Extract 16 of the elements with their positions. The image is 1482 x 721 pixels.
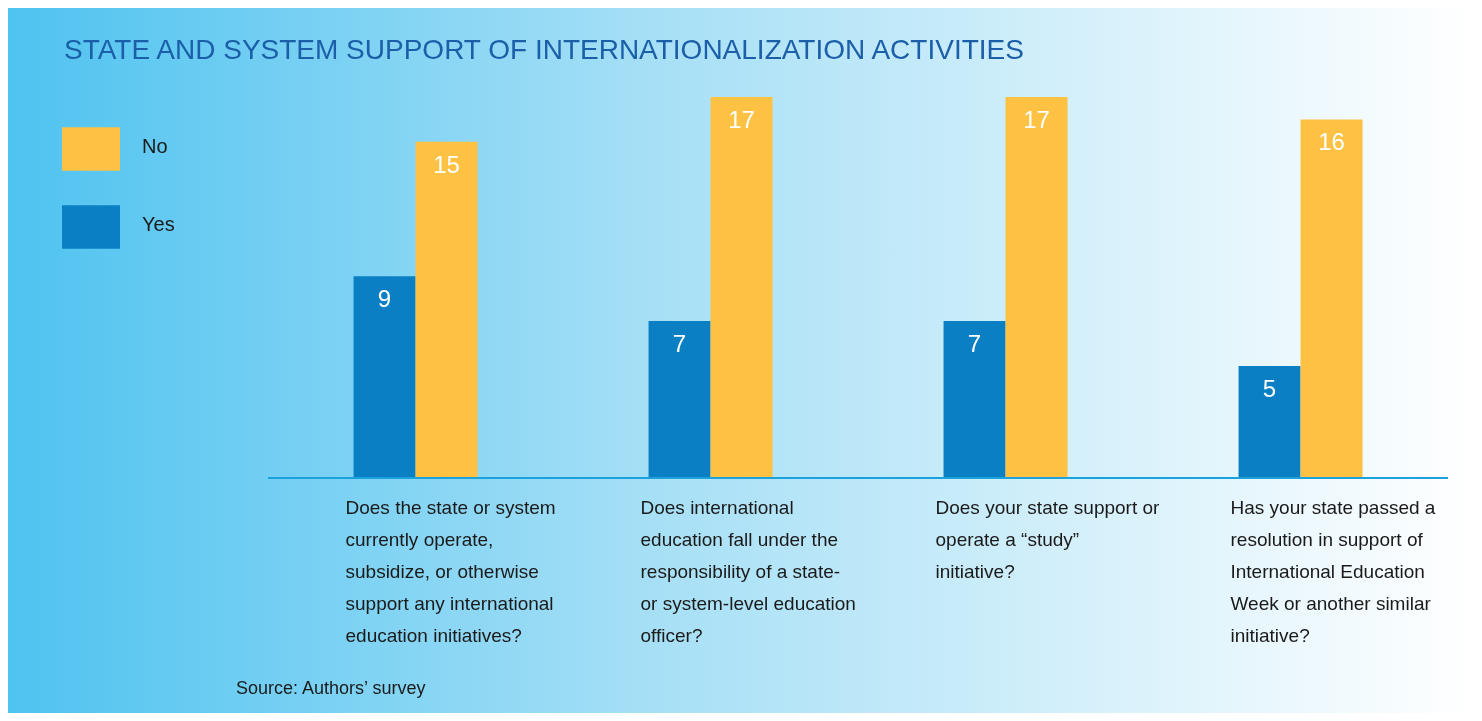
data-label: 17: [728, 106, 755, 134]
x-tick-label: Does international education fall under the responsibility of a state- or system-level education officer?: [640, 497, 856, 646]
data-label: 9: [377, 285, 392, 313]
data-label: 17: [1023, 106, 1050, 134]
source-note: Source: Authors’ survey: [236, 678, 426, 699]
legend-label: Yes: [142, 213, 175, 235]
legend-label: No: [142, 135, 168, 157]
x-tick-label: Has your state passed a resolution in support of International Education Week or another similar initiative?: [1230, 497, 1436, 646]
data-label: 5: [1262, 374, 1277, 402]
x-tick-label: Does the state or system currently operate, subsidize, or otherwise support any international education initiatives?: [345, 497, 556, 646]
data-label: 16: [1318, 128, 1345, 156]
x-tick-label: Does your state support or operate a “study” initiative?: [935, 497, 1161, 582]
chart-title: STATE AND SYSTEM SUPPORT OF INTERNATIONALIZATION ACTIVITIES: [64, 34, 1024, 66]
data-label: 7: [967, 330, 982, 358]
data-label: 15: [433, 150, 460, 178]
data-label: 7: [672, 330, 687, 358]
